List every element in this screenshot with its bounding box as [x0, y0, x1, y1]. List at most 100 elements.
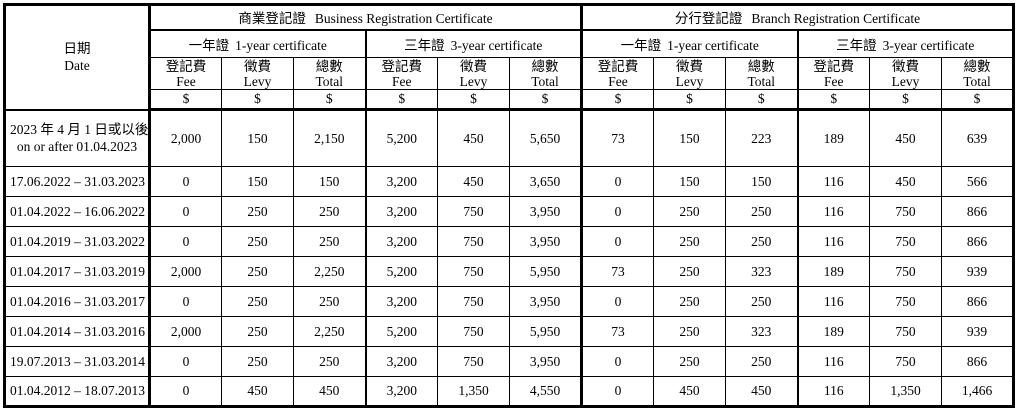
value-cell: 3,200 [365, 166, 438, 198]
value-cell: 150 [221, 109, 294, 168]
value-cell: 250 [293, 286, 367, 318]
group-business-3yr-zh: 三年證 [404, 37, 445, 53]
group-branch-1yr-zh: 一年證 [620, 37, 662, 53]
value-cell: 450 [869, 166, 942, 198]
value-cell: 116 [797, 346, 870, 378]
value-cell: 1,350 [437, 376, 510, 408]
column-header: 徵費 Levy [437, 56, 510, 91]
date-label: 01.04.2012 – 18.07.2013 [10, 383, 145, 399]
value-cell: 0 [149, 346, 222, 378]
value-cell: 1,466 [941, 376, 1014, 408]
value-cell: 3,200 [365, 346, 438, 378]
value-cell: 0 [149, 376, 222, 408]
fee-table: 日期 Date 商業登記證 Business Registration Certi… [3, 3, 1015, 409]
value-cell: 2,150 [293, 109, 367, 168]
value-cell: 150 [293, 166, 367, 198]
column-header: 徵費 Levy [221, 56, 294, 91]
column-header-zh: 徵費 [460, 59, 487, 74]
column-header-zh: 徵費 [892, 59, 919, 74]
column-header: 總數 Total [725, 56, 799, 91]
column-header-en: Fee [176, 74, 196, 90]
column-header-en: Fee [824, 74, 844, 90]
date-cell: 19.07.2013 – 31.03.2014 [4, 346, 151, 378]
value-cell: 0 [581, 166, 654, 198]
column-header-en: Fee [608, 74, 628, 90]
value-cell: 3,950 [509, 226, 583, 258]
value-cell: 750 [437, 316, 510, 348]
value-cell: 250 [725, 226, 799, 258]
column-header-en: Total [531, 74, 559, 90]
value-cell: 0 [149, 196, 222, 228]
currency-cell: $ [365, 89, 438, 112]
date-cell: 01.04.2016 – 31.03.2017 [4, 286, 151, 318]
group-business-1yr-en: 1-year certificate [235, 37, 327, 53]
group-header-business-1yr: 一年證 1-year certificate [149, 29, 367, 58]
value-cell: 73 [581, 109, 654, 168]
value-cell: 866 [941, 226, 1014, 258]
currency-cell: $ [581, 89, 654, 112]
value-cell: 750 [869, 196, 942, 228]
group-business-3yr-en: 3-year certificate [450, 37, 543, 53]
value-cell: 250 [725, 286, 799, 318]
table-row: 01.04.2012 – 18.07.2013 0 450 450 3,200 1,350… [4, 376, 1014, 408]
value-cell: 750 [437, 256, 510, 288]
value-cell: 939 [941, 316, 1014, 348]
date-label: 01.04.2016 – 31.03.2017 [10, 293, 145, 309]
value-cell: 116 [797, 286, 870, 318]
value-cell: 189 [797, 256, 870, 288]
value-cell: 116 [797, 226, 870, 258]
group-branch-1yr-en: 1-year certificate [667, 37, 759, 53]
column-header: 總數 Total [509, 56, 583, 91]
value-cell: 189 [797, 316, 870, 348]
value-cell: 5,200 [365, 109, 438, 168]
value-cell: 750 [437, 196, 510, 228]
column-header: 登記費 Fee [365, 56, 438, 91]
column-header-zh: 登記費 [381, 59, 423, 74]
value-cell: 450 [653, 376, 726, 408]
column-header-en: Levy [675, 74, 704, 90]
value-cell: 150 [725, 166, 799, 198]
value-cell: 323 [725, 256, 799, 288]
value-cell: 866 [941, 286, 1014, 318]
value-cell: 750 [437, 226, 510, 258]
column-header-zh: 總數 [747, 59, 775, 74]
value-cell: 5,650 [509, 109, 583, 168]
date-cell: 2023 年 4 月 1 日或以後 on or after 01.04.2023 [4, 109, 151, 168]
currency-cell: $ [941, 89, 1014, 112]
value-cell: 0 [149, 286, 222, 318]
column-header-zh: 總數 [531, 59, 559, 74]
column-header: 徵費 Levy [653, 56, 726, 91]
value-cell: 866 [941, 196, 1014, 228]
value-cell: 566 [941, 166, 1014, 198]
group-title-row: 一年證 1-year certificate 三年證 3-year certific… [5, 29, 1014, 58]
value-cell: 450 [725, 376, 799, 408]
column-header-en: Levy [243, 74, 272, 90]
value-cell: 250 [293, 346, 367, 378]
table-row: 01.04.2016 – 31.03.2017 0 250 250 3,200 750 3,… [4, 286, 1014, 318]
table-row: 01.04.2019 – 31.03.2022 0 250 250 3,200 750 3,… [4, 226, 1014, 258]
value-cell: 250 [221, 256, 294, 288]
value-cell: 3,200 [365, 376, 438, 408]
value-cell: 150 [653, 166, 726, 198]
value-cell: 116 [797, 196, 870, 228]
value-cell: 250 [293, 226, 367, 258]
value-cell: 250 [725, 196, 799, 228]
column-header-zh: 總數 [963, 59, 991, 74]
value-cell: 639 [941, 109, 1014, 168]
date-header-zh: 日期 [63, 40, 91, 56]
value-cell: 5,200 [365, 316, 438, 348]
column-header-en: Total [963, 74, 991, 90]
value-cell: 0 [581, 196, 654, 228]
value-cell: 750 [869, 226, 942, 258]
value-cell: 3,200 [365, 226, 438, 258]
value-cell: 1,350 [869, 376, 942, 408]
column-header-zh: 總數 [315, 59, 343, 74]
date-cell: 01.04.2019 – 31.03.2022 [4, 226, 151, 258]
value-cell: 5,950 [509, 316, 583, 348]
column-header: 徵費 Levy [869, 56, 942, 91]
currency-row: $ $ $ $ $ $ $ $ $ $ $ $ [5, 89, 1014, 112]
value-cell: 450 [437, 166, 510, 198]
value-cell: 250 [221, 196, 294, 228]
group-business-1yr-zh: 一年證 [188, 37, 230, 53]
column-label-row: 登記費 Fee 徵費 Levy 總數 Total 登記費 Fee 徵費 Levy 總數 Total 登記… [5, 56, 1014, 91]
